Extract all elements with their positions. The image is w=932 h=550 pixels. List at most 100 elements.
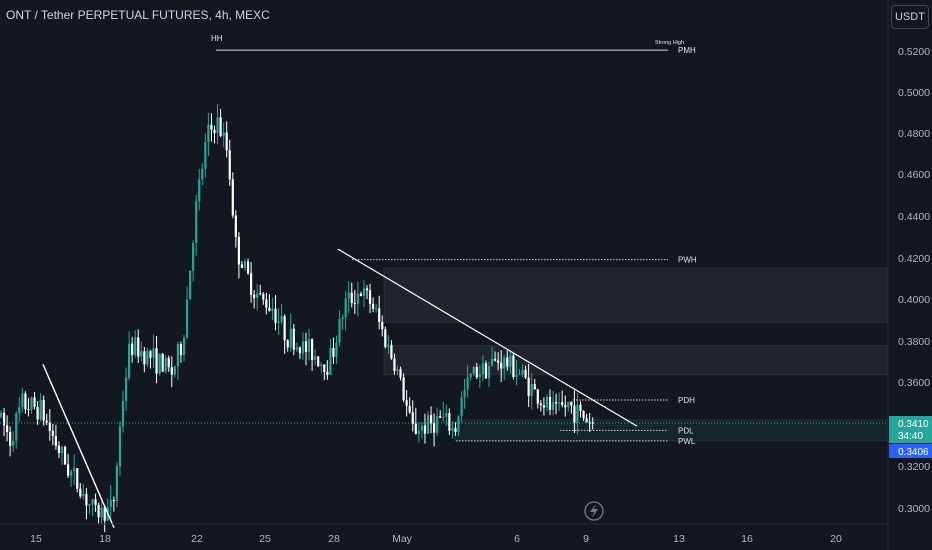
- level-label-pmh: PMH: [678, 46, 696, 55]
- candle-body: [246, 261, 250, 274]
- candle-body: [222, 132, 225, 137]
- candle: [494, 351, 497, 362]
- candle-body: [442, 416, 445, 418]
- candle-body: [323, 364, 326, 372]
- candle: [503, 355, 506, 381]
- candle: [140, 341, 143, 362]
- candle: [399, 366, 402, 381]
- candle-body: [576, 404, 579, 423]
- candle-body: [368, 290, 372, 304]
- candle: [115, 462, 118, 508]
- candle-body: [497, 360, 500, 363]
- lightning-icon[interactable]: [584, 501, 604, 521]
- candle: [472, 365, 475, 376]
- candle: [347, 281, 350, 314]
- candle-body: [51, 430, 54, 436]
- candle: [487, 361, 491, 387]
- candle-body: [143, 351, 146, 365]
- candle: [497, 352, 500, 371]
- candle-body: [591, 422, 594, 424]
- candle: [533, 378, 536, 390]
- candle: [277, 308, 280, 335]
- candle: [579, 401, 582, 418]
- candle: [344, 290, 347, 331]
- candle-body: [307, 339, 311, 352]
- candle-body: [439, 416, 442, 418]
- candle: [18, 397, 21, 423]
- candle: [439, 410, 442, 418]
- candle-body: [79, 488, 82, 497]
- candle: [219, 109, 222, 138]
- candle: [417, 422, 420, 443]
- candle: [484, 360, 488, 379]
- time-axis[interactable]: 15 18 22 25 28 May 6 9 13 16 20: [30, 533, 842, 545]
- candle: [204, 133, 207, 178]
- candle-body: [225, 132, 228, 151]
- candle-body: [286, 340, 289, 348]
- candle-body: [82, 493, 85, 497]
- time-tick: 28: [328, 533, 340, 545]
- candle-body: [561, 402, 564, 405]
- candle-body: [335, 342, 338, 357]
- candle: [405, 390, 408, 417]
- candle-body: [12, 440, 15, 446]
- time-tick: 20: [830, 533, 842, 545]
- price-tick: 0.3600: [898, 377, 930, 389]
- candle-body: [536, 389, 539, 404]
- candle: [213, 125, 216, 144]
- candle-body: [436, 416, 439, 433]
- last-price-tag: [889, 416, 932, 443]
- candle-body: [359, 293, 362, 297]
- candle: [210, 113, 213, 142]
- candle-body: [243, 261, 247, 269]
- price-tick: 0.3800: [898, 336, 930, 348]
- candle-body: [518, 374, 521, 376]
- candle-body: [185, 299, 189, 338]
- candle: [506, 350, 509, 371]
- candle: [396, 365, 399, 376]
- level-label-pwl: PWL: [678, 437, 696, 446]
- candle-body: [558, 402, 561, 404]
- candle: [301, 332, 305, 360]
- candle: [368, 283, 372, 314]
- candle: [582, 410, 585, 422]
- candle-body: [472, 366, 475, 374]
- price-axis[interactable]: 0.5200 0.5000 0.4800 0.4600 0.4400 0.4200 0.40…: [889, 46, 932, 515]
- candle-body: [121, 400, 125, 427]
- candle: [243, 258, 247, 271]
- candle-body: [329, 348, 332, 375]
- candle: [198, 168, 201, 211]
- price-tick: 0.4200: [898, 253, 930, 265]
- candle-body: [564, 404, 567, 408]
- candle-body: [228, 150, 231, 180]
- candle: [372, 297, 375, 313]
- candle: [48, 408, 51, 441]
- candle: [378, 295, 381, 330]
- candle-body: [332, 348, 335, 357]
- candle-body: [356, 293, 359, 304]
- candle: [124, 367, 128, 411]
- candle-body: [506, 357, 509, 367]
- candle-body: [347, 292, 350, 299]
- price-tick: 0.5200: [898, 46, 930, 58]
- candle: [350, 282, 353, 308]
- candle-body: [277, 321, 280, 323]
- time-tick: 25: [259, 533, 271, 545]
- currency-button[interactable]: USDT: [891, 5, 929, 29]
- candle: [82, 483, 85, 500]
- candle-body: [250, 273, 253, 295]
- candle-body: [234, 215, 237, 237]
- candle: [384, 326, 387, 349]
- candle: [500, 350, 503, 383]
- candle: [259, 284, 262, 296]
- candle-body: [45, 420, 48, 423]
- candle: [411, 400, 414, 432]
- candle-body: [454, 428, 457, 432]
- candle: [176, 341, 179, 381]
- candle: [365, 285, 369, 299]
- candle: [408, 397, 411, 414]
- candle: [91, 499, 94, 517]
- candle: [335, 335, 338, 364]
- annotation-strong-high: Strong High: [655, 40, 684, 46]
